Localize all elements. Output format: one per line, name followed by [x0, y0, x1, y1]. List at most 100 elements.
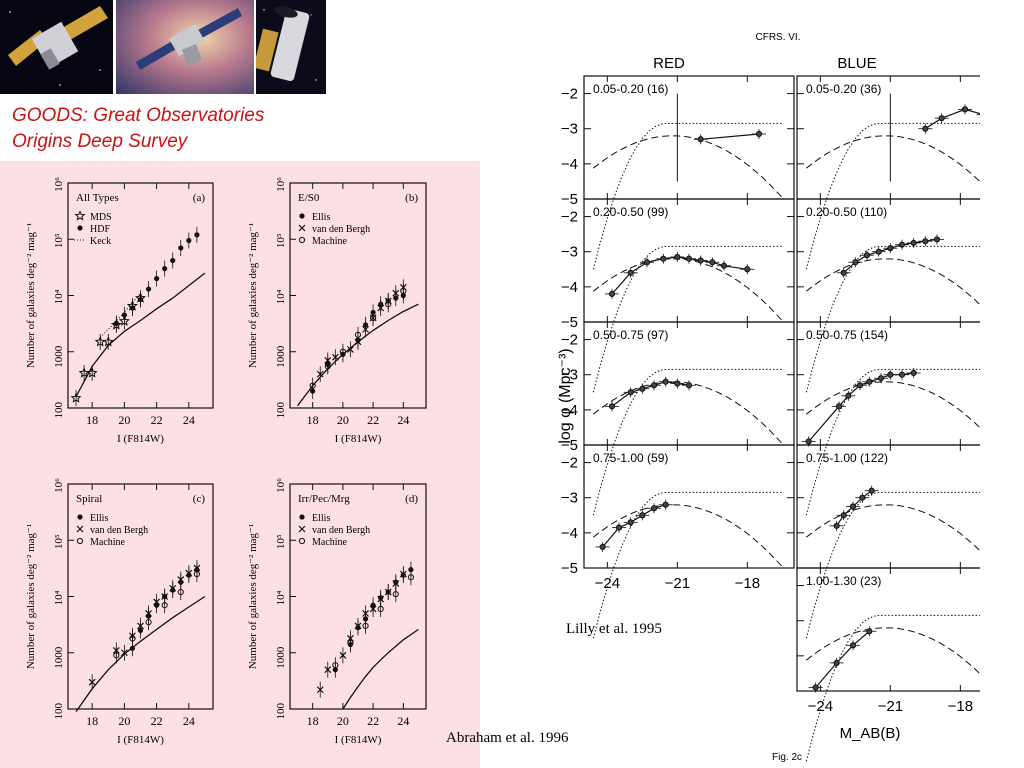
x-axis-label: I (F814W) [335, 734, 382, 746]
data-point [898, 371, 906, 378]
y-tick-label: −2 [561, 86, 578, 103]
data-point [859, 494, 866, 501]
data-point [324, 666, 332, 674]
panel-tag: (d) [405, 493, 418, 505]
reference-curve-dotted [592, 245, 783, 393]
y-tick-label: −2 [561, 209, 578, 226]
data-point [154, 275, 160, 282]
y-tick-label: 10⁵ [275, 534, 287, 549]
y-tick-label: 100 [53, 703, 65, 720]
legend-marker [299, 213, 305, 219]
model-curve [342, 628, 419, 710]
data-point [354, 331, 362, 338]
y-tick-label: −3 [561, 121, 578, 138]
x-tick-label: 22 [151, 413, 163, 427]
x-axis-label: I (F814W) [117, 734, 164, 746]
data-point [316, 686, 324, 694]
data-point [178, 245, 184, 251]
fit-line [602, 504, 666, 548]
y-axis-label: Number of galaxies deg⁻² mag⁻¹ [247, 223, 259, 368]
legend-label: Keck [90, 236, 111, 247]
reference-curve-dashed [805, 627, 980, 675]
data-point [877, 375, 885, 382]
fit-line [611, 256, 748, 295]
data-point [608, 403, 616, 410]
y-tick-label: −3 [561, 490, 578, 507]
data-point [331, 353, 339, 361]
data-point [370, 314, 377, 321]
legend-label: Machine [312, 537, 348, 548]
data-point [643, 259, 651, 266]
data-point [339, 651, 347, 659]
reference-curve-dashed [592, 258, 783, 322]
series-line [99, 292, 141, 338]
data-point [162, 266, 168, 272]
panel-c: 18 20 22 24 100 1000 10⁴ 10⁵ 10⁶ Spiral (c) Ellisva… [25, 478, 214, 746]
panel-label: 0.75-1.00 (59) [593, 451, 668, 465]
lf-panel: 0.05-0.20 (16) −2 −3 −4 −5 [561, 75, 795, 270]
x-axis-label: M_AB(B) [840, 725, 901, 742]
legend-marker [298, 236, 306, 244]
data-point [845, 392, 852, 399]
y-axis-label: Number of galaxies deg⁻² mag⁻¹ [25, 524, 37, 669]
legend-marker [77, 225, 83, 231]
data-point [339, 348, 346, 355]
lf-panel: 1.00-1.30 (23) [796, 567, 980, 762]
y-tick-label: 10⁵ [53, 233, 65, 248]
data-point [868, 487, 875, 494]
data-point [685, 382, 693, 389]
y-tick-label: 1000 [53, 646, 65, 669]
data-point [186, 237, 192, 244]
y-tick-label: −4 [561, 156, 578, 173]
panel-label: 0.05-0.20 (36) [806, 82, 881, 96]
data-point [177, 576, 185, 583]
data-point [399, 570, 407, 578]
y-tick-label: 100 [275, 402, 287, 419]
legend-label: HDF [90, 224, 110, 235]
panel-label: 0.75-1.00 (122) [806, 451, 888, 465]
lf-panel: 0.75-1.00 (122) [796, 444, 980, 639]
data-point [324, 363, 331, 370]
panel-label: 0.20-0.50 (99) [593, 205, 668, 219]
column-title-blue: BLUE [837, 55, 876, 72]
y-tick-label: −5 [561, 437, 578, 454]
data-point [362, 610, 369, 617]
title-line-1: GOODS: Great Observatories [12, 105, 265, 126]
legend-label: Machine [90, 537, 126, 548]
data-point [697, 257, 704, 264]
data-point [137, 296, 144, 303]
data-point [852, 259, 859, 266]
panel-b: 18 20 22 24 100 1000 10⁴ 10⁵ 10⁶ E/S0 (b) Ellisvan … [247, 177, 427, 445]
panel-label: 0.50-0.75 (97) [593, 328, 668, 342]
y-tick-label: 1000 [53, 345, 65, 368]
data-point [697, 136, 704, 143]
reference-curve-dotted [592, 122, 783, 270]
panel-tag: (c) [193, 493, 206, 505]
x-tick-label: 18 [307, 714, 319, 728]
data-point [316, 370, 324, 378]
data-point [347, 345, 354, 353]
data-point [332, 662, 339, 669]
panel-label: 1.00-1.30 (23) [806, 574, 881, 588]
y-tick-label: 10⁵ [53, 534, 65, 549]
legend-label: Machine [312, 236, 348, 247]
x-axis-label: I (F814W) [117, 433, 164, 445]
legend-label: Ellis [312, 513, 330, 524]
data-point [120, 649, 128, 657]
legend-marker [76, 525, 84, 533]
data-point [400, 287, 407, 295]
data-point [86, 367, 98, 378]
x-tick-label: 22 [367, 413, 379, 427]
data-point [755, 130, 763, 138]
y-tick-label: −5 [561, 314, 578, 331]
x-tick-label: −18 [735, 575, 760, 592]
data-point [407, 574, 414, 581]
data-point [887, 371, 894, 378]
data-point [650, 505, 658, 512]
data-point [113, 320, 119, 326]
x-tick-label: 20 [118, 413, 130, 427]
figure-label: Fig. 2c [772, 752, 802, 763]
data-point [145, 619, 152, 626]
data-point [849, 503, 857, 510]
